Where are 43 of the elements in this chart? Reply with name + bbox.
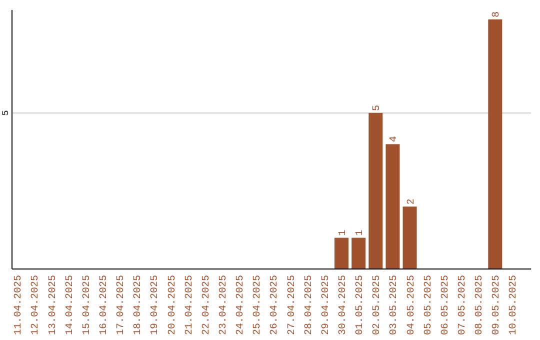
x-tick-label: 04.05.2025 [406, 275, 418, 336]
bar [368, 112, 383, 269]
x-tick-label: 25.04.2025 [252, 275, 264, 336]
x-tick-label: 17.04.2025 [116, 275, 128, 336]
x-tick-label: 29.04.2025 [320, 275, 332, 336]
x-tick-label: 08.05.2025 [474, 275, 486, 336]
x-tick-label: 26.04.2025 [270, 275, 281, 336]
x-tick-label: 24.04.2025 [236, 275, 247, 336]
x-tick-label: 30.04.2025 [338, 275, 349, 336]
bar [334, 238, 348, 269]
data-label: 1 [355, 230, 366, 236]
x-tick-label: 15.04.2025 [82, 275, 93, 336]
data-label: 1 [338, 230, 349, 236]
x-tick-label: 10.05.2025 [508, 275, 520, 336]
data-label: 4 [389, 136, 400, 142]
x-tick-label: 27.04.2025 [286, 275, 298, 336]
x-tick-label: 18.04.2025 [133, 275, 144, 336]
x-tick-label: 21.04.2025 [184, 275, 196, 336]
x-tick-label: 03.05.2025 [389, 275, 400, 336]
bar [352, 238, 366, 269]
x-tick-label: 01.05.2025 [355, 275, 366, 336]
x-tick-label: 20.04.2025 [167, 275, 178, 336]
x-tick-label: 19.04.2025 [150, 275, 162, 336]
data-label: 5 [372, 104, 384, 111]
x-tick-label: 07.05.2025 [458, 275, 469, 336]
ref-line-label: 5 [1, 110, 11, 116]
bar [402, 206, 417, 269]
x-tick-label: 09.05.2025 [492, 275, 503, 336]
x-tick-label: 13.04.2025 [48, 275, 59, 336]
data-label: 2 [406, 198, 418, 205]
x-tick-label: 02.05.2025 [372, 275, 384, 336]
x-tick-label: 05.05.2025 [423, 275, 434, 336]
x-tick-label: 11.04.2025 [14, 275, 25, 336]
x-tick-label: 28.04.2025 [304, 275, 315, 336]
x-tick-label: 12.04.2025 [30, 275, 42, 336]
x-tick-label: 23.04.2025 [218, 275, 230, 336]
x-tick-label: 14.04.2025 [64, 275, 76, 336]
x-tick-label: 16.04.2025 [98, 275, 110, 336]
bar [488, 19, 502, 269]
x-tick-label: 22.04.2025 [201, 275, 212, 336]
bar [386, 144, 400, 269]
data-label: 8 [492, 11, 503, 18]
x-tick-label: 06.05.2025 [440, 275, 452, 336]
